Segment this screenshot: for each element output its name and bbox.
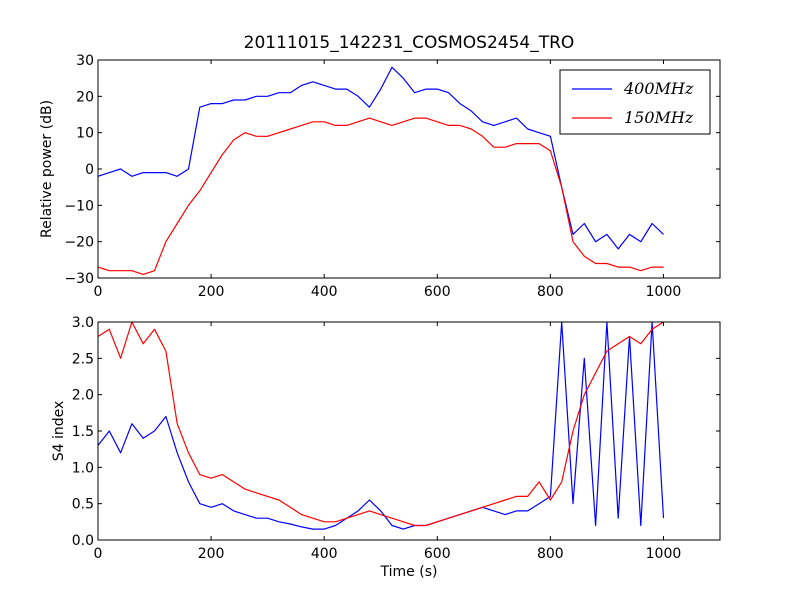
s4-plot-area (98, 322, 720, 540)
power-x-tick-label: 0 (94, 284, 103, 300)
power-y-tick-label: 30 (76, 53, 94, 69)
power-y-axis-label: Relative power (dB) (39, 100, 55, 238)
s4-x-tick-label: 1000 (646, 546, 682, 562)
s4-series-group (98, 322, 665, 530)
s4-x-tick-label: 200 (198, 546, 225, 562)
power-x-tick-label: 600 (424, 284, 451, 300)
power-axes-frame (97, 59, 721, 279)
chart-title: 20111015_142231_COSMOS2454_TRO (244, 33, 575, 53)
s4-y-tick-label: 1.0 (72, 460, 94, 476)
s4-series-blue-line (98, 322, 665, 530)
s4-y-tick-label: 1.5 (72, 424, 94, 440)
power-series-150mhz-line (98, 117, 664, 275)
power-x-tick-label: 1000 (646, 284, 682, 300)
power-axes: 0 200 400 600 800 1000 −30 −20 −10 0 10 20 30 Relati… (39, 53, 721, 300)
power-y-tick-label: 20 (76, 89, 94, 105)
legend-label-400mhz: 400MHz (623, 79, 694, 98)
power-ticks-group: 0 200 400 600 800 1000 −30 −20 −10 0 10 20 30 (64, 53, 720, 300)
power-y-tick-label: 10 (76, 126, 94, 142)
s4-axes: 0 200 400 600 800 1000 0.0 0.5 1.0 1.5 2.0 2.5 3.0 S… (51, 315, 721, 580)
s4-axes-frame (97, 321, 721, 541)
power-y-tick-label: −10 (64, 198, 94, 214)
s4-x-tick-label: 800 (537, 546, 564, 562)
s4-x-axis-label: Time (s) (380, 564, 438, 580)
s4-y-tick-label: 0.5 (72, 497, 94, 513)
power-x-tick-label: 800 (537, 284, 564, 300)
s4-y-tick-label: 0.0 (72, 533, 94, 549)
power-y-tick-label: 0 (85, 162, 94, 178)
legend-label-150mhz: 150MHz (624, 108, 694, 127)
s4-y-axis-label: S4 index (51, 401, 67, 462)
s4-y-tick-label: 2.0 (72, 388, 94, 404)
s4-x-tick-label: 400 (311, 546, 338, 562)
power-series-group (98, 66, 664, 275)
legend: 400MHz 150MHz (559, 69, 711, 135)
power-y-tick-label: −20 (64, 235, 94, 251)
s4-ticks-group: 0 200 400 600 800 1000 0.0 0.5 1.0 1.5 2.0 2.5 3.0 (72, 315, 720, 562)
s4-x-tick-label: 0 (94, 546, 103, 562)
legend-frame (559, 69, 711, 135)
power-y-tick-label: −30 (64, 271, 94, 287)
s4-series-red-line (98, 322, 664, 527)
s4-y-tick-label: 3.0 (72, 315, 94, 331)
power-x-tick-label: 200 (198, 284, 225, 300)
s4-y-tick-label: 2.5 (72, 351, 94, 367)
s4-x-tick-label: 600 (424, 546, 451, 562)
power-x-tick-label: 400 (311, 284, 338, 300)
power-series-400mhz-line (98, 66, 664, 250)
